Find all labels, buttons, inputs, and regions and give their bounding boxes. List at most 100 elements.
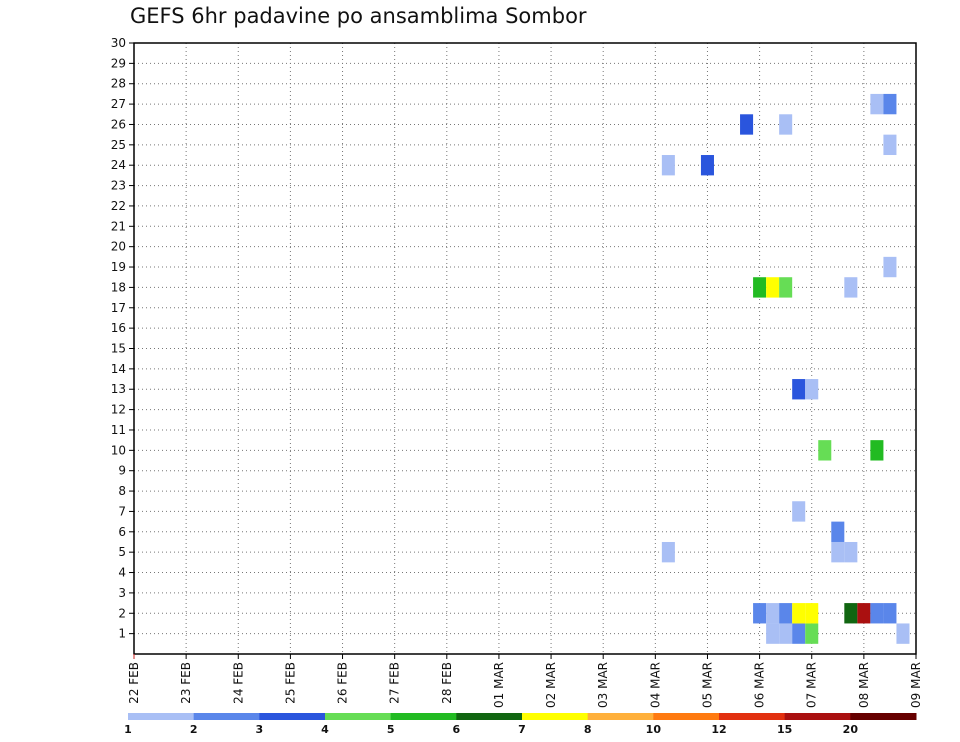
ensemble-cell xyxy=(831,541,845,563)
y-tick-label: 29 xyxy=(111,56,126,70)
y-tick-label: 30 xyxy=(111,36,126,50)
y-tick-label: 25 xyxy=(111,138,126,152)
x-tick-label: 25 FEB xyxy=(283,662,297,704)
ensemble-cell xyxy=(818,440,832,461)
y-tick-label: 23 xyxy=(111,179,126,193)
y-tick-label: 6 xyxy=(118,525,126,539)
colorbar-label: 10 xyxy=(646,723,662,736)
y-tick-label: 24 xyxy=(111,158,126,172)
x-tick-label: 07 MAR xyxy=(805,662,819,708)
ensemble-cell xyxy=(766,603,780,624)
x-tick-label: 05 MAR xyxy=(700,662,714,708)
y-tick-label: 2 xyxy=(118,606,126,620)
ensemble-cell xyxy=(753,603,767,624)
ensemble-cell xyxy=(805,603,819,624)
x-tick-label: 24 FEB xyxy=(231,662,245,704)
colorbar-swatch xyxy=(784,713,851,720)
ensemble-cell xyxy=(753,277,767,298)
colorbar-label: 20 xyxy=(843,723,859,736)
ensemble-cell xyxy=(870,440,884,461)
ensemble-cell xyxy=(883,93,897,115)
ensemble-cell xyxy=(805,623,819,644)
x-tick-label: 27 FEB xyxy=(388,662,402,704)
y-tick-label: 5 xyxy=(118,545,126,559)
ensemble-cell xyxy=(792,623,806,644)
colorbar-label: 3 xyxy=(256,723,264,736)
colorbar-swatch xyxy=(719,713,786,720)
y-tick-label: 15 xyxy=(111,342,126,356)
colorbar-label: 5 xyxy=(387,723,395,736)
colorbar-swatch xyxy=(850,713,917,720)
colorbar-swatch xyxy=(259,713,326,720)
colorbar-label: 6 xyxy=(453,723,461,736)
y-tick-label: 22 xyxy=(111,199,126,213)
ensemble-cell xyxy=(844,541,858,563)
y-tick-label: 14 xyxy=(111,362,126,376)
ensemble-cell xyxy=(883,603,897,624)
y-tick-label: 11 xyxy=(111,423,126,437)
y-tick-label: 28 xyxy=(111,77,126,91)
colorbar-label: 7 xyxy=(518,723,526,736)
y-tick-label: 8 xyxy=(118,484,126,498)
ensemble-cell xyxy=(857,603,871,624)
y-tick-label: 19 xyxy=(111,260,126,274)
ensemble-cell xyxy=(779,277,793,298)
ensemble-cell xyxy=(766,277,780,298)
ensemble-cell xyxy=(779,603,793,624)
colorbar-swatch xyxy=(128,713,195,720)
ensemble-cell xyxy=(883,134,897,156)
x-tick-label: 26 FEB xyxy=(336,662,350,704)
y-tick-label: 7 xyxy=(118,504,126,518)
colorbar-swatch xyxy=(522,713,589,720)
ensemble-cell xyxy=(805,379,819,400)
ensemble-cell xyxy=(661,541,675,563)
y-tick-label: 17 xyxy=(111,301,126,315)
x-tick-label: 06 MAR xyxy=(753,662,767,708)
colorbar-swatch xyxy=(587,713,654,720)
x-tick-label: 09 MAR xyxy=(909,662,923,708)
x-tick-label: 03 MAR xyxy=(596,662,610,708)
ensemble-cell xyxy=(766,623,780,644)
x-tick-label: 04 MAR xyxy=(648,662,662,708)
ensemble-cell xyxy=(792,603,806,624)
x-tick-label: 01 MAR xyxy=(492,662,506,708)
colorbar-label: 15 xyxy=(777,723,792,736)
ensemble-cell xyxy=(831,521,845,542)
colorbar-label: 4 xyxy=(321,723,329,736)
x-tick-label: 08 MAR xyxy=(857,662,871,708)
chart-title: GEFS 6hr padavine po ansamblima Sombor xyxy=(130,4,587,28)
ensemble-cell xyxy=(896,623,910,644)
ensemble-cell xyxy=(779,623,793,644)
colorbar-label: 1 xyxy=(124,723,132,736)
ensemble-cell xyxy=(792,501,806,522)
ensemble-cell xyxy=(779,114,793,135)
ensemble-cell xyxy=(844,277,858,298)
colorbar-swatch xyxy=(193,713,260,720)
ensemble-cell xyxy=(870,93,884,115)
y-tick-label: 26 xyxy=(111,117,126,131)
ensemble-cell xyxy=(700,155,714,176)
colorbar-swatch xyxy=(390,713,457,720)
ensemble-cell xyxy=(792,379,806,400)
y-tick-label: 4 xyxy=(118,566,126,580)
x-tick-label: 22 FEB xyxy=(127,662,141,704)
x-tick-label: 02 MAR xyxy=(544,662,558,708)
x-tick-label: 23 FEB xyxy=(179,662,193,704)
y-tick-label: 9 xyxy=(118,464,126,478)
y-tick-label: 27 xyxy=(111,97,126,111)
y-tick-label: 10 xyxy=(111,443,126,457)
y-tick-label: 13 xyxy=(111,382,126,396)
y-tick-label: 20 xyxy=(111,240,126,254)
colorbar-label: 2 xyxy=(190,723,198,736)
ensemble-cell xyxy=(844,603,858,624)
y-tick-label: 1 xyxy=(118,627,126,641)
ensemble-cell xyxy=(883,256,897,278)
y-tick-label: 16 xyxy=(111,321,126,335)
ensemble-cell xyxy=(870,603,884,624)
colorbar-swatch xyxy=(456,713,523,720)
y-tick-label: 18 xyxy=(111,280,126,294)
y-tick-label: 12 xyxy=(111,403,126,417)
colorbar-swatch xyxy=(325,713,392,720)
x-tick-label: 28 FEB xyxy=(440,662,454,704)
